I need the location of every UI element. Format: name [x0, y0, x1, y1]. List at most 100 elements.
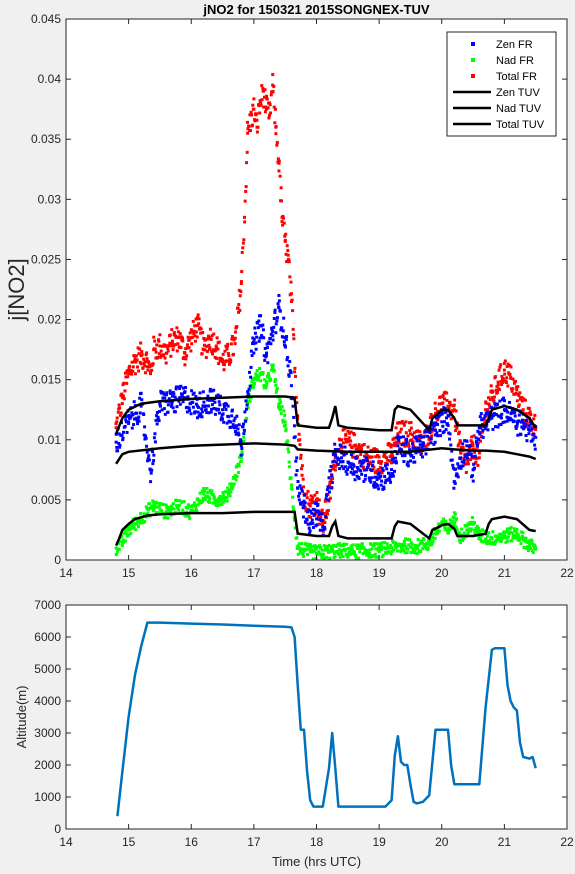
- data-point: [433, 440, 437, 444]
- data-point: [157, 352, 161, 356]
- data-point: [310, 498, 314, 502]
- data-point: [272, 317, 276, 321]
- data-point: [280, 220, 284, 224]
- legend-marker: [471, 42, 475, 46]
- data-point: [344, 547, 348, 551]
- data-point: [338, 438, 342, 442]
- data-point: [151, 450, 155, 454]
- data-point: [141, 366, 145, 370]
- data-point: [230, 487, 234, 491]
- data-point: [400, 454, 404, 458]
- data-point: [245, 161, 249, 165]
- data-point: [174, 385, 178, 389]
- data-point: [519, 433, 523, 437]
- series-zen-tuv-line: [114, 395, 537, 435]
- data-point: [377, 459, 381, 463]
- data-point: [533, 447, 537, 451]
- data-point: [474, 460, 478, 464]
- data-point: [153, 339, 157, 343]
- data-point: [252, 337, 256, 341]
- y-tick-label: 0.015: [31, 373, 61, 387]
- data-point: [344, 470, 348, 474]
- data-point: [444, 428, 448, 432]
- data-point: [521, 531, 525, 535]
- data-point: [124, 375, 128, 379]
- data-point: [350, 446, 354, 450]
- data-point: [175, 405, 179, 409]
- data-point: [202, 348, 206, 352]
- data-point: [199, 327, 203, 331]
- data-point: [356, 455, 360, 459]
- y-tick-label: 2000: [34, 758, 61, 772]
- data-point: [441, 424, 445, 428]
- data-point: [264, 384, 268, 388]
- data-point: [125, 532, 129, 536]
- data-point: [526, 549, 530, 553]
- data-point: [371, 464, 375, 468]
- data-point: [477, 437, 481, 441]
- data-point: [436, 434, 440, 438]
- data-point: [501, 421, 505, 425]
- data-point: [509, 418, 513, 422]
- data-point: [211, 493, 215, 497]
- data-point: [488, 404, 492, 408]
- data-point: [351, 543, 355, 547]
- data-point: [336, 463, 340, 467]
- data-point: [193, 410, 197, 414]
- data-point: [134, 522, 138, 526]
- data-point: [487, 531, 491, 535]
- data-point: [255, 125, 259, 129]
- data-point: [172, 331, 176, 335]
- y-tick-label: 6000: [34, 630, 61, 644]
- data-point: [523, 418, 527, 422]
- data-point: [376, 484, 380, 488]
- data-point: [468, 452, 472, 456]
- data-point: [284, 429, 288, 433]
- data-point: [233, 426, 237, 430]
- data-point: [458, 540, 462, 544]
- data-point: [261, 323, 265, 327]
- data-point: [363, 477, 367, 481]
- data-point: [402, 460, 406, 464]
- data-point: [451, 409, 455, 413]
- data-point: [274, 331, 278, 335]
- data-point: [139, 354, 143, 358]
- data-point: [135, 520, 139, 524]
- data-point: [221, 358, 225, 362]
- data-point: [323, 515, 327, 519]
- data-point: [418, 439, 422, 443]
- data-point: [212, 332, 216, 336]
- data-point: [157, 419, 161, 423]
- data-point: [194, 395, 198, 399]
- data-point: [402, 421, 406, 425]
- data-point: [277, 306, 281, 310]
- data-point: [529, 546, 533, 550]
- data-point: [230, 482, 234, 486]
- data-point: [178, 396, 182, 400]
- data-point: [197, 414, 201, 418]
- data-point: [118, 445, 122, 449]
- data-point: [147, 361, 151, 365]
- data-point: [215, 394, 219, 398]
- data-point: [163, 412, 167, 416]
- data-point: [132, 423, 136, 427]
- data-point: [207, 404, 211, 408]
- data-point: [237, 433, 241, 437]
- data-point: [521, 408, 525, 412]
- data-point: [130, 426, 134, 430]
- data-point: [170, 402, 174, 406]
- data-point: [164, 510, 168, 514]
- data-point: [384, 547, 388, 551]
- data-point: [315, 500, 319, 504]
- data-point: [190, 342, 194, 346]
- data-point: [166, 516, 170, 520]
- data-point: [177, 504, 181, 508]
- legend-label: Zen FR: [496, 39, 533, 51]
- data-point: [452, 524, 456, 528]
- data-point: [403, 551, 407, 555]
- data-point: [486, 428, 490, 432]
- data-point: [478, 529, 482, 533]
- data-point: [270, 326, 274, 330]
- data-point: [152, 502, 156, 506]
- data-point: [459, 456, 463, 460]
